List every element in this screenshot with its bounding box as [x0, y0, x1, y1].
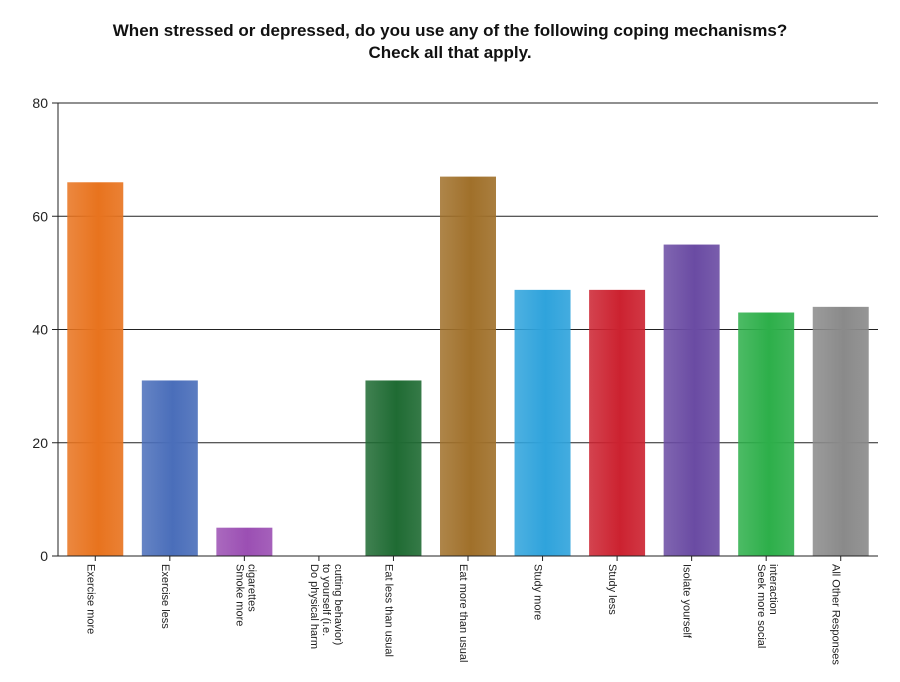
bar: [738, 312, 795, 556]
y-tick-label: 60: [32, 208, 48, 224]
chart-subtitle: Check all that apply.: [368, 43, 532, 62]
x-tick-label: Seek more socialinteraction: [755, 564, 779, 648]
y-tick-label: 20: [32, 435, 48, 451]
y-tick-label: 40: [32, 322, 48, 338]
y-tick-label: 0: [40, 548, 48, 564]
x-tick-label: Exercise more: [84, 564, 96, 634]
chart-title: When stressed or depressed, do you use a…: [112, 21, 788, 40]
x-tick-label: Eat less than usual: [382, 564, 394, 657]
bar: [67, 182, 124, 556]
x-axis-labels: Exercise more Exercise less Smoke moreciga…: [84, 556, 842, 665]
x-tick-label: Do physical harmto yourself (i.e.cutting…: [308, 564, 344, 649]
x-tick-label: Exercise less: [159, 564, 171, 629]
bars: [67, 176, 869, 557]
y-tick-label: 80: [32, 95, 48, 111]
bar: [812, 306, 869, 556]
x-tick-label: All Other Responses: [830, 564, 842, 665]
x-tick-label: Eat more than usual: [457, 564, 469, 662]
bar: [216, 527, 273, 556]
bar: [589, 289, 646, 556]
x-tick-label: Study less: [606, 564, 618, 615]
bar: [365, 380, 422, 556]
x-tick-label: Study more: [532, 564, 544, 620]
chart-title-block: When stressed or depressed, do you use a…: [0, 20, 900, 64]
x-tick-label: Isolate yourself: [681, 564, 693, 639]
bar: [663, 244, 720, 556]
bar: [440, 176, 496, 557]
bar: [514, 289, 571, 556]
y-axis-ticks: 0 20 40 60 80: [32, 95, 58, 564]
bar: [141, 380, 198, 556]
x-tick-label: Smoke morecigarettes: [233, 564, 257, 626]
